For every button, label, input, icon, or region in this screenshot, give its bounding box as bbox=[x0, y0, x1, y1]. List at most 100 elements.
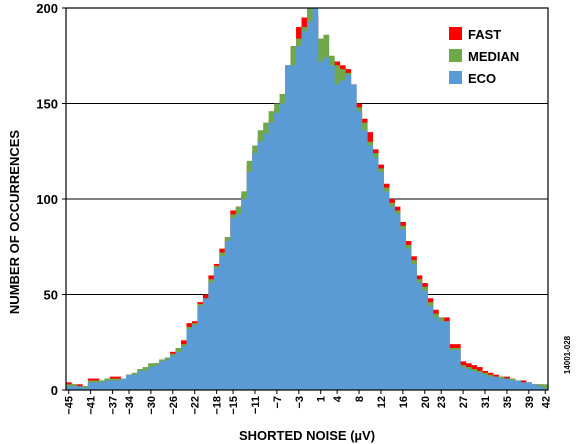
bar bbox=[471, 370, 478, 390]
bar bbox=[257, 141, 264, 390]
x-tick-label: −22 bbox=[190, 396, 202, 415]
x-tick-label: −26 bbox=[168, 396, 180, 415]
bar bbox=[307, 21, 313, 391]
x-tick-label: 20 bbox=[420, 396, 432, 408]
bar bbox=[213, 267, 220, 390]
x-tick-label: −15 bbox=[228, 396, 240, 415]
bar bbox=[268, 122, 275, 390]
bar bbox=[493, 376, 500, 390]
bar bbox=[153, 365, 160, 390]
bar bbox=[345, 74, 352, 390]
bar bbox=[383, 191, 390, 390]
bar bbox=[432, 317, 439, 390]
legend-label-median: MEDIAN bbox=[468, 49, 519, 64]
x-tick-label: 1 bbox=[316, 396, 328, 402]
bar bbox=[334, 84, 341, 391]
bar bbox=[115, 380, 122, 390]
bar bbox=[416, 283, 423, 390]
y-tick-label: 150 bbox=[36, 97, 58, 112]
legend: FAST MEDIAN ECO bbox=[449, 27, 519, 86]
histogram-bars bbox=[66, 8, 549, 391]
bar bbox=[427, 305, 434, 390]
bar bbox=[279, 103, 286, 390]
x-tick-label: 12 bbox=[376, 396, 388, 408]
bar bbox=[482, 374, 489, 390]
x-tick-label: −7 bbox=[272, 396, 284, 409]
legend-swatch-median bbox=[449, 49, 462, 62]
bar bbox=[274, 113, 280, 391]
bar bbox=[82, 388, 89, 390]
bar bbox=[460, 367, 467, 390]
bar bbox=[526, 382, 532, 390]
bar bbox=[476, 372, 483, 390]
bar bbox=[422, 290, 428, 390]
bar bbox=[181, 346, 187, 390]
bar bbox=[241, 199, 248, 390]
bar bbox=[301, 30, 308, 390]
x-tick-label: 8 bbox=[354, 396, 366, 402]
x-tick-label: −30 bbox=[146, 396, 158, 415]
bar bbox=[148, 367, 154, 390]
bar bbox=[339, 80, 346, 390]
bar bbox=[504, 378, 510, 390]
bar bbox=[186, 328, 193, 390]
legend-label-fast: FAST bbox=[468, 27, 501, 42]
bar bbox=[93, 382, 100, 390]
bar bbox=[389, 206, 395, 390]
bar bbox=[76, 386, 83, 390]
bar bbox=[87, 382, 94, 390]
bar bbox=[142, 370, 149, 390]
bar bbox=[356, 111, 363, 390]
bar bbox=[400, 229, 406, 390]
bar bbox=[537, 386, 543, 390]
bar bbox=[104, 380, 111, 390]
bar bbox=[290, 65, 297, 391]
bar bbox=[515, 380, 521, 390]
x-tick-label: 42 bbox=[540, 396, 552, 408]
bar bbox=[109, 380, 116, 390]
x-tick-label: 39 bbox=[524, 396, 536, 408]
bar bbox=[164, 359, 171, 390]
bar bbox=[438, 321, 445, 390]
x-tick-label: −3 bbox=[294, 396, 306, 409]
bar bbox=[219, 256, 226, 390]
x-tick-label: −37 bbox=[108, 396, 120, 415]
x-tick-label: −11 bbox=[250, 396, 262, 414]
y-axis-ticks: 0 50 100 150 200 bbox=[36, 1, 66, 398]
x-tick-label: 23 bbox=[436, 396, 448, 408]
figure-id: 14001-028 bbox=[563, 335, 572, 374]
bar bbox=[202, 298, 209, 390]
bar bbox=[542, 388, 549, 390]
bar bbox=[197, 305, 204, 390]
legend-label-eco: ECO bbox=[468, 71, 496, 86]
bar bbox=[449, 349, 456, 390]
bar bbox=[191, 325, 198, 390]
x-tick-label: −18 bbox=[212, 396, 224, 415]
x-tick-label: 16 bbox=[398, 396, 410, 408]
bar bbox=[170, 355, 176, 390]
bar bbox=[443, 321, 450, 390]
bar bbox=[465, 368, 472, 390]
bar bbox=[411, 263, 417, 390]
bar bbox=[323, 57, 330, 390]
bar bbox=[66, 386, 72, 390]
y-axis-label: NUMBER OF OCCURRENCES bbox=[7, 130, 22, 315]
x-tick-label: 31 bbox=[480, 396, 492, 408]
bar bbox=[350, 84, 357, 391]
bar bbox=[454, 349, 461, 390]
y-tick-label: 200 bbox=[36, 1, 58, 16]
x-tick-label: −45 bbox=[64, 396, 76, 415]
bar bbox=[235, 214, 242, 390]
bar bbox=[542, 384, 549, 390]
x-tick-label: 35 bbox=[502, 396, 514, 408]
bar bbox=[71, 386, 78, 390]
x-axis-ticks: −45 −41 −37 −34 −30 −26 −22 −18 −15 −11 −7 −3 1 4 8 12 1… bbox=[64, 390, 552, 415]
bar bbox=[131, 374, 138, 390]
bar bbox=[509, 380, 516, 390]
bar bbox=[317, 61, 324, 390]
bar bbox=[312, 8, 319, 390]
bar bbox=[263, 134, 269, 390]
y-tick-label: 100 bbox=[36, 192, 58, 207]
bar bbox=[487, 376, 494, 390]
